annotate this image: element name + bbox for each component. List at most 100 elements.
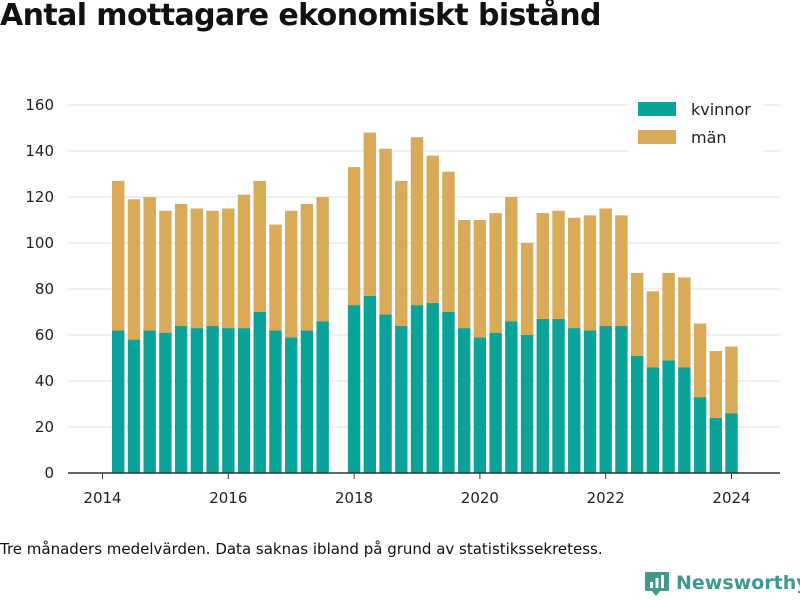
- bar-kvinnor: [630, 355, 644, 473]
- bar-kvinnor: [112, 330, 125, 473]
- bar-kvinnor: [520, 335, 534, 473]
- bar-man: [410, 137, 424, 306]
- chart-title: Antal mottagare ekonomiskt bistånd: [0, 0, 601, 33]
- y-tick-label: 100: [25, 234, 54, 252]
- bar-kvinnor: [473, 337, 487, 473]
- x-tick-label: 2014: [83, 489, 121, 507]
- bar-kvinnor: [395, 325, 408, 473]
- bar-man: [363, 132, 377, 296]
- bar-kvinnor: [127, 339, 141, 473]
- y-tick-label: 20: [35, 418, 54, 436]
- bar-kvinnor: [583, 330, 597, 473]
- bar-man: [159, 210, 172, 333]
- bar-kvinnor: [300, 330, 314, 473]
- y-tick-label: 140: [25, 142, 54, 160]
- bar-kvinnor: [237, 328, 251, 473]
- bar-man: [615, 215, 628, 326]
- bar-kvinnor: [190, 328, 204, 473]
- bar-kvinnor: [379, 314, 392, 473]
- bar-kvinnor: [568, 328, 581, 473]
- bar-kvinnor: [678, 367, 691, 473]
- bar-kvinnor: [222, 328, 235, 473]
- bar-kvinnor: [410, 305, 424, 473]
- legend-label: kvinnor: [691, 100, 751, 119]
- bar-man: [536, 213, 549, 319]
- bar-kvinnor: [285, 337, 298, 473]
- bar-man: [709, 351, 722, 418]
- bar-kvinnor: [489, 332, 502, 473]
- bar-kvinnor: [552, 318, 565, 473]
- bar-man: [316, 197, 329, 322]
- bar-kvinnor: [363, 295, 377, 473]
- x-tick-label: 2016: [209, 489, 247, 507]
- y-tick-label: 80: [35, 280, 54, 298]
- bar-kvinnor: [442, 312, 455, 473]
- legend-label: män: [691, 128, 727, 147]
- y-tick-label: 120: [25, 188, 54, 206]
- bar-man: [473, 220, 487, 338]
- bar-kvinnor: [662, 360, 675, 473]
- bar-man: [583, 215, 597, 331]
- newsworthy-logo-icon: [645, 572, 669, 596]
- bar-kvinnor: [693, 397, 707, 473]
- bar-man: [190, 208, 204, 329]
- bar-man: [457, 220, 471, 329]
- y-tick-label: 60: [35, 326, 54, 344]
- bar-man: [725, 346, 738, 414]
- bar-man: [505, 197, 518, 322]
- y-axis: 0 20 40 60 80 100 120 140 160: [25, 96, 54, 482]
- footnote: Tre månaders medelvärden. Data saknas ib…: [0, 540, 603, 558]
- y-tick-label: 40: [35, 372, 54, 390]
- bar-man: [253, 180, 266, 312]
- y-tick-label: 160: [25, 96, 54, 114]
- bars: [112, 132, 738, 473]
- bar-man: [174, 203, 188, 326]
- x-axis: 2014 2016 2018 2020 2022 2024: [68, 472, 780, 507]
- bar-man: [127, 199, 141, 340]
- bar-man: [285, 210, 298, 338]
- bar-man: [552, 210, 565, 319]
- bar-kvinnor: [143, 330, 156, 473]
- bar-man: [678, 277, 691, 368]
- bar-kvinnor: [457, 328, 471, 473]
- bar-kvinnor: [206, 325, 219, 473]
- bar-kvinnor: [174, 325, 188, 473]
- bar-kvinnor: [505, 321, 518, 473]
- legend-swatch: [638, 102, 676, 116]
- bar-man: [568, 217, 581, 329]
- bar-man: [222, 208, 235, 329]
- newsworthy-logo: Newsworthy: [644, 569, 800, 597]
- bar-kvinnor: [709, 417, 722, 473]
- bar-man: [646, 291, 660, 368]
- bar-man: [112, 180, 125, 331]
- bar-man: [237, 194, 251, 329]
- x-tick-label: 2020: [461, 489, 499, 507]
- legend: kvinnor män: [629, 95, 764, 152]
- bar-kvinnor: [536, 318, 549, 473]
- bar-kvinnor: [347, 305, 361, 473]
- bar-man: [599, 208, 612, 326]
- bar-man: [347, 167, 361, 306]
- bar-man: [693, 323, 707, 398]
- bar-man: [143, 197, 156, 331]
- bar-kvinnor: [426, 302, 439, 473]
- x-tick-label: 2024: [712, 489, 750, 507]
- x-tick-label: 2018: [335, 489, 373, 507]
- bar-man: [379, 148, 392, 315]
- bar-man: [662, 272, 675, 361]
- bar-kvinnor: [316, 321, 329, 473]
- y-tick-label: 0: [44, 464, 54, 482]
- x-tick-label: 2022: [587, 489, 625, 507]
- bar-man: [395, 180, 408, 326]
- bar-man: [300, 203, 314, 331]
- bar-man: [426, 155, 439, 303]
- bar-kvinnor: [615, 325, 628, 473]
- bar-man: [206, 210, 219, 326]
- bar-man: [520, 243, 534, 335]
- bar-man: [630, 272, 644, 356]
- bar-man: [442, 171, 455, 312]
- legend-swatch: [638, 130, 676, 144]
- brand-name: Newsworthy: [676, 572, 800, 594]
- bar-kvinnor: [159, 332, 172, 473]
